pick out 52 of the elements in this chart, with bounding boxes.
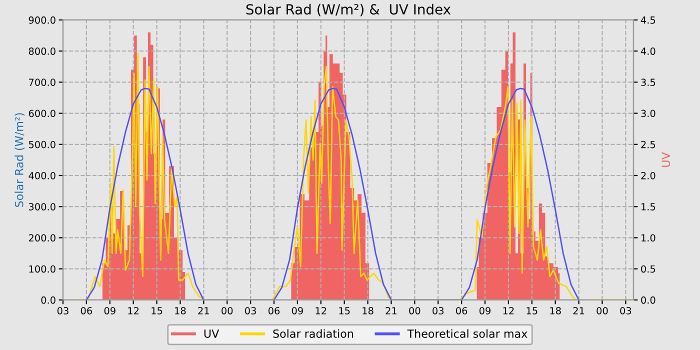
y2-tick-label: 1.5 — [642, 203, 656, 210]
y-tick-label: 200.0 — [28, 234, 56, 242]
x-tick-label: 03 — [432, 307, 444, 314]
chart-title: Solar Rad (W/m²) & UV Index — [246, 4, 451, 16]
x-tick-label: 12 — [128, 307, 139, 314]
x-tick-label: 03 — [620, 307, 632, 314]
y2-tick-label: 3.5 — [641, 78, 656, 86]
y-tick-label: 0.0 — [41, 296, 56, 304]
x-tick-label: 03 — [245, 307, 256, 314]
x-tick-label: 18 — [175, 307, 186, 314]
x-tick-label: 21 — [198, 307, 209, 314]
x-tick-label: 06 — [80, 307, 92, 314]
x-tick-label: 12 — [503, 307, 514, 314]
y-tick-label: 500.0 — [28, 140, 56, 148]
x-tick-label: 03 — [57, 307, 68, 314]
x-tick-label: 00 — [409, 307, 420, 314]
y-tick-label: 600.0 — [28, 110, 56, 118]
y2-tick-label: 0.5 — [641, 265, 656, 273]
x-tick-label: 15 — [526, 307, 538, 314]
line-series — [86, 88, 580, 300]
x-tick-label: 00 — [222, 307, 233, 314]
x-tick-label: 18 — [362, 307, 374, 314]
x-tick-label: 15 — [339, 307, 350, 314]
x-tick-label: 21 — [573, 307, 584, 314]
x-tick-label: 06 — [456, 307, 468, 314]
y-tick-label: 300.0 — [28, 203, 56, 210]
y2-tick-label: 4.5 — [640, 16, 656, 24]
x-tick-label: 09 — [479, 307, 491, 314]
legend-label: Theoretical solar max — [407, 329, 528, 338]
y-tick-label: 700.0 — [29, 78, 56, 86]
x-tick-label: 00 — [596, 307, 608, 314]
y-tick-label: 400.0 — [28, 172, 56, 180]
legend-label: Solar radiation — [273, 329, 354, 338]
y-axis-title: Solar Rad (W/m²) — [14, 113, 25, 207]
y2-tick-label: 0.0 — [641, 296, 656, 304]
y2-tick-label: 3.0 — [641, 110, 656, 118]
x-tick-label: 09 — [104, 307, 116, 314]
y2-axis-title: UV — [662, 152, 670, 167]
x-tick-label: 15 — [152, 307, 162, 314]
y2-tick-label: 4.0 — [640, 48, 656, 55]
x-tick-label: 21 — [386, 307, 397, 314]
y-tick-label: 900.0 — [28, 16, 56, 24]
y-tick-label: 800.0 — [28, 48, 56, 55]
legend-label: UV — [204, 330, 220, 338]
y2-tick-label: 1.0 — [642, 234, 656, 242]
x-tick-label: 06 — [268, 307, 280, 314]
y2-tick-label: 2.5 — [641, 140, 656, 148]
y-tick-label: 100.0 — [29, 265, 56, 273]
x-tick-label: 12 — [316, 307, 326, 314]
x-tick-label: 18 — [550, 307, 561, 314]
y2-tick-label: 2.0 — [641, 172, 656, 180]
x-tick-label: 09 — [292, 307, 303, 314]
